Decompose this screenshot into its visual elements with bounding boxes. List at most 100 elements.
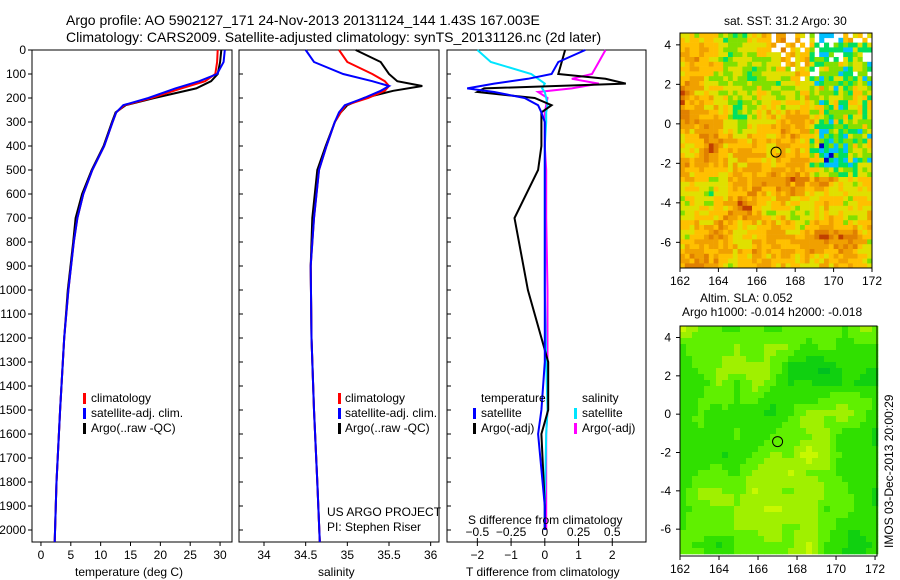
map-cell	[812, 512, 819, 519]
map-cell	[737, 129, 743, 135]
map-cell	[698, 350, 705, 357]
map-cell	[723, 76, 729, 82]
map-cell	[752, 476, 759, 483]
map-cell	[814, 105, 820, 111]
map-cell	[689, 61, 695, 67]
map-cell	[804, 177, 810, 183]
map-cell	[872, 488, 879, 495]
map-cell	[867, 81, 873, 87]
map-cell	[812, 410, 819, 417]
map-cell	[842, 344, 849, 351]
map-cell	[860, 548, 867, 555]
map-cell	[680, 524, 687, 531]
map-cell	[728, 536, 735, 543]
map-cell	[680, 368, 687, 375]
map-cell	[770, 344, 777, 351]
map-cell	[824, 105, 830, 111]
depth-tick-label: 0	[19, 43, 26, 57]
map-cell	[742, 177, 748, 183]
map-cell	[680, 114, 686, 120]
map-cell	[752, 138, 758, 144]
map-cell	[852, 143, 858, 149]
map-cell	[795, 253, 801, 259]
map-cell	[699, 124, 705, 130]
map-cell	[680, 47, 686, 53]
map-cell	[746, 428, 753, 435]
map-cell	[713, 229, 719, 235]
map-cell	[809, 81, 815, 87]
map-cell	[852, 138, 858, 144]
map-cell	[790, 129, 796, 135]
map-cell	[742, 57, 748, 63]
map-cell	[852, 225, 858, 231]
map-cell	[699, 143, 705, 149]
map-cell	[761, 52, 767, 58]
map-cell	[704, 105, 710, 111]
map-cell	[833, 76, 839, 82]
map-cell	[842, 446, 849, 453]
map-cell	[737, 76, 743, 82]
map-cell	[766, 253, 772, 259]
map-cell	[718, 61, 724, 67]
map-cell	[776, 506, 783, 513]
map-cell	[723, 119, 729, 125]
map-cell	[704, 524, 711, 531]
map-cell	[782, 488, 789, 495]
map-cell	[708, 229, 714, 235]
map-cell	[752, 234, 758, 240]
map-cell	[692, 512, 699, 519]
map-cell	[761, 167, 767, 173]
map-cell	[860, 362, 867, 369]
map-cell	[860, 542, 867, 549]
map-cell	[819, 172, 825, 178]
map-cell	[848, 177, 854, 183]
x-tick-label: 10	[94, 548, 108, 562]
map-cell	[824, 326, 831, 333]
map-cell	[780, 37, 786, 43]
map-cell	[828, 191, 834, 197]
map-cell	[761, 114, 767, 120]
map-cell	[800, 464, 807, 471]
map-cell	[782, 500, 789, 507]
map-cell	[867, 76, 873, 82]
map-cell	[809, 172, 815, 178]
map-cell	[780, 129, 786, 135]
map-cell	[843, 205, 849, 211]
map-cell	[740, 416, 747, 423]
map-cell	[804, 81, 810, 87]
map-cell	[686, 464, 693, 471]
map-cell	[848, 470, 855, 477]
map-cell	[828, 258, 834, 264]
map-cell	[780, 47, 786, 53]
map-cell	[842, 392, 849, 399]
map-cell	[699, 253, 705, 259]
map-cell	[764, 518, 771, 525]
map-cell	[830, 542, 837, 549]
map-cell	[838, 167, 844, 173]
map-cell	[716, 482, 723, 489]
map-cell	[770, 428, 777, 435]
map-cell	[780, 177, 786, 183]
map-cell	[857, 215, 863, 221]
map-cell	[718, 124, 724, 130]
map-cell	[830, 506, 837, 513]
map-cell	[713, 167, 719, 173]
map-cell	[680, 37, 686, 43]
map-cell	[800, 506, 807, 513]
map-cell	[704, 344, 711, 351]
map-cell	[689, 186, 695, 192]
map-cell	[776, 191, 782, 197]
map-cell	[848, 143, 854, 149]
map-cell	[836, 410, 843, 417]
map-cell	[722, 530, 729, 537]
map-cell	[819, 181, 825, 187]
map-cell	[694, 42, 700, 48]
map-cell	[776, 368, 783, 375]
map-cell	[684, 148, 690, 154]
map-cell	[747, 42, 753, 48]
map-cell	[812, 518, 819, 525]
map-cell	[867, 258, 873, 264]
map-cell	[818, 446, 825, 453]
map-cell	[740, 476, 747, 483]
map-cell	[806, 488, 813, 495]
